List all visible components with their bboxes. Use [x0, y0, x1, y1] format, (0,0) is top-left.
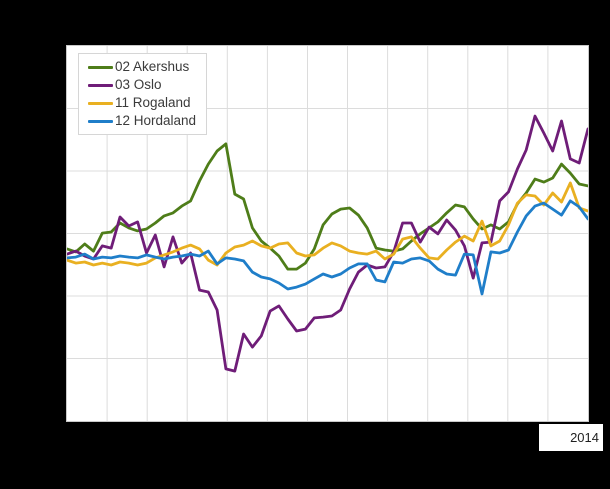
x-axis-tick-text: 2014	[570, 430, 599, 445]
x-axis-tick-label: 2014	[539, 424, 603, 451]
legend-item-label: 12 Hordaland	[115, 113, 197, 128]
legend-line-swatch	[88, 65, 113, 69]
line-chart-svg	[67, 46, 588, 421]
legend-item-oslo[interactable]: 03 Oslo	[88, 76, 196, 94]
legend-item-label: 02 Akershus	[115, 59, 190, 74]
plot-area	[66, 45, 589, 422]
legend-item-hordaland[interactable]: 12 Hordaland	[88, 112, 196, 130]
legend-line-swatch	[88, 101, 113, 105]
legend-item-label: 03 Oslo	[115, 77, 162, 92]
legend-item-label: 11 Rogaland	[115, 95, 191, 110]
legend-line-swatch	[88, 119, 113, 123]
legend-line-swatch	[88, 83, 113, 87]
legend: 02 Akershus 03 Oslo 11 Rogaland 12 Horda…	[78, 53, 208, 135]
legend-item-rogaland[interactable]: 11 Rogaland	[88, 94, 196, 112]
legend-item-akershus[interactable]: 02 Akershus	[88, 58, 196, 76]
